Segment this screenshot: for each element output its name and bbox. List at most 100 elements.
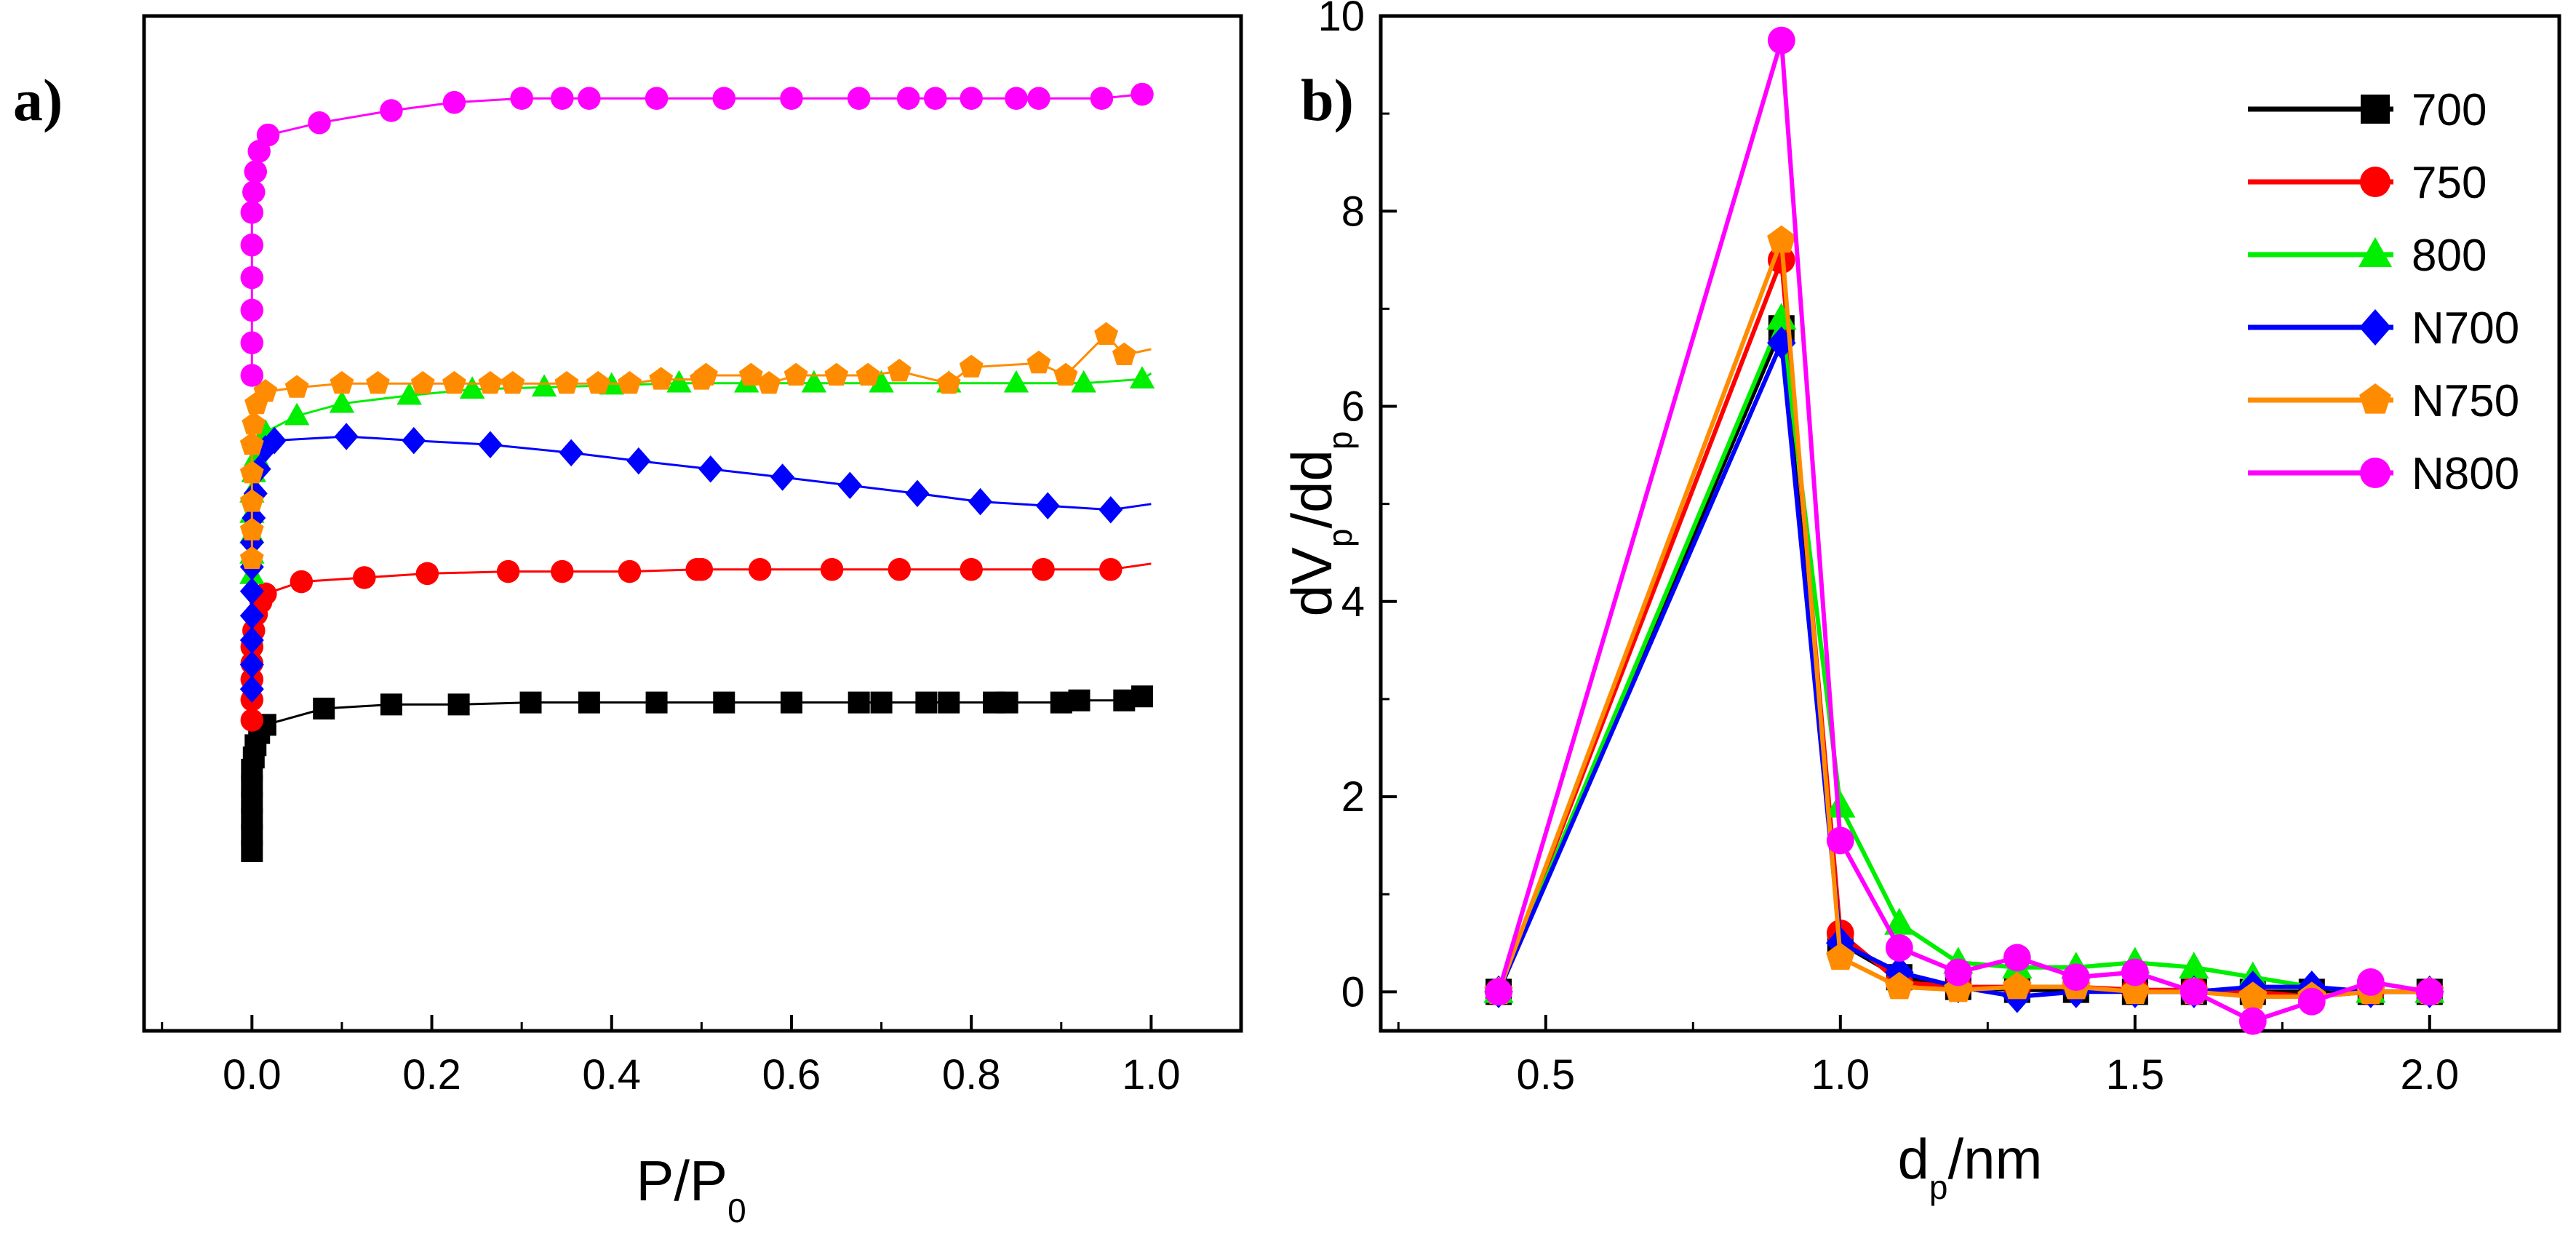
panel-b-series [1483, 26, 2445, 1035]
panel-a-point-N750 [253, 379, 278, 402]
panel-a-point-N800 [240, 331, 264, 354]
panel-a-point-N750 [239, 517, 264, 541]
panel-a-line-N800 [250, 87, 1152, 375]
panel-a-point-N800 [1027, 87, 1050, 110]
panel-b-point-N750 [1767, 225, 1796, 253]
panel-a-point-700 [848, 691, 870, 714]
panel-a: a) 0.0 0.2 0.4 0.6 0.8 1.0 P/P0 [13, 14, 1243, 1229]
panel-a-series-N750 [239, 322, 1152, 569]
panel-b-point-N800 [2003, 944, 2031, 972]
panel-b-axes: 0.5 1.0 1.5 2.0 0 2 4 6 8 10 [1317, 0, 2459, 1099]
panel-a-point-N700 [239, 602, 264, 630]
panel-b-point-800 [1825, 790, 1856, 818]
panel-a-point-750 [820, 558, 844, 581]
legend-item-N750: N750 [2248, 376, 2519, 426]
panel-a-point-N800 [240, 364, 264, 387]
panel-b-x-tick-label: 1.0 [1811, 1051, 1870, 1099]
panel-a-point-750 [960, 558, 983, 581]
panel-a-point-N750 [501, 371, 525, 394]
panel-a-point-750 [551, 559, 574, 583]
panel-a-point-750 [496, 559, 520, 583]
panel-a-point-750 [240, 709, 264, 732]
legend-label-N800: N800 [2412, 449, 2519, 499]
panel-a-point-800 [459, 376, 485, 399]
panel-a-point-700 [915, 691, 938, 714]
panel-a-series-N800 [240, 82, 1154, 387]
panel-a-point-N700 [334, 423, 359, 450]
panel-a-point-750 [353, 566, 376, 589]
panel-b-y-tick-label: 8 [1341, 188, 1365, 235]
panel-b-y-axis-title: dVp/ddp [1280, 431, 1359, 616]
panel-a-point-N800 [923, 87, 947, 110]
panel-b-point-N800 [1485, 978, 1512, 1006]
panel-a-point-700 [938, 691, 960, 714]
panel-a-point-N750 [284, 375, 309, 398]
panel-a-point-N750 [554, 371, 579, 394]
panel-b-point-800 [2179, 952, 2209, 979]
panel-a-series-800 [239, 366, 1155, 584]
panel-a-point-N750 [239, 460, 264, 484]
panel-b-series-750 [1485, 246, 2444, 1010]
panel-b-line-N800 [1496, 39, 2431, 1024]
panel-a-point-700 [1068, 689, 1090, 711]
panel-b-y-tick-label: 6 [1341, 383, 1365, 431]
panel-a-point-700 [1131, 685, 1154, 708]
panel-b-point-N800 [2297, 987, 2326, 1016]
panel-a-point-N750 [1112, 342, 1136, 365]
panel-a-point-750 [748, 558, 772, 581]
panel-a-point-N750 [478, 371, 503, 394]
panel-a-point-700 [996, 691, 1018, 714]
panel-a-point-N750 [618, 371, 642, 394]
panel-a-point-750 [888, 558, 912, 581]
panel-a-point-N750 [856, 362, 880, 386]
panel-a-point-N700 [239, 675, 264, 703]
panel-a-point-N750 [936, 371, 961, 394]
panel-a-point-750 [415, 562, 439, 586]
legend-item-800: 800 [2248, 231, 2487, 281]
panel-b-series-N800 [1485, 26, 2444, 1035]
panel-a-x-tick-label: 0.2 [402, 1051, 461, 1099]
panel-a-point-N700 [1035, 492, 1060, 519]
panel-a-point-N750 [410, 371, 435, 394]
panel-a-point-N800 [380, 99, 403, 122]
panel-a-point-N800 [240, 298, 264, 322]
legend-marker-N800 [2360, 458, 2390, 488]
panel-a-point-N800 [308, 111, 331, 135]
panel-a-point-N750 [330, 371, 354, 394]
panel-a-point-700 [380, 693, 402, 716]
panel-a-point-N750 [1053, 362, 1078, 386]
panel-a-point-750 [618, 559, 642, 583]
panel-a-point-N800 [240, 234, 264, 257]
legend-label-750: 750 [2412, 158, 2487, 208]
panel-b-legend: 700 750 800 N700 N750 N800 [2248, 85, 2519, 499]
panel-b-x-tick-label: 2.0 [2400, 1051, 2459, 1099]
panel-b-point-N800 [2062, 963, 2090, 992]
panel-a-point-750 [290, 570, 314, 594]
panel-a-point-700 [1050, 691, 1072, 714]
legend-label-700: 700 [2412, 85, 2487, 135]
panel-a-point-N800 [256, 123, 280, 147]
panel-a-point-N750 [1026, 350, 1051, 374]
panel-b-point-N800 [2121, 958, 2149, 986]
panel-a-point-N800 [551, 87, 574, 110]
panel-a-point-800 [1071, 370, 1096, 393]
panel-a-x-tick-label: 1.0 [1122, 1051, 1181, 1099]
panel-a-point-N700 [239, 650, 264, 679]
panel-a-point-700 [713, 691, 735, 714]
panel-a-point-800 [869, 370, 894, 393]
panel-a-point-N800 [645, 87, 669, 110]
panel-b-point-800 [1884, 907, 1915, 935]
panel-a-point-N700 [905, 479, 930, 508]
legend-marker-N750 [2359, 383, 2391, 414]
panel-a-point-N800 [510, 87, 533, 110]
panel-a-point-N700 [239, 578, 264, 605]
legend-marker-800 [2358, 237, 2392, 267]
panel-a-point-N800 [1131, 82, 1154, 106]
panel-a-point-N750 [239, 546, 264, 569]
panel-a-point-N800 [240, 266, 264, 290]
panel-a-point-N700 [837, 471, 862, 499]
panel-a-x-tick-label: 0.0 [223, 1051, 282, 1099]
panel-b-x-tick-label: 0.5 [1516, 1051, 1575, 1099]
panel-b-point-N750 [2003, 971, 2032, 1000]
